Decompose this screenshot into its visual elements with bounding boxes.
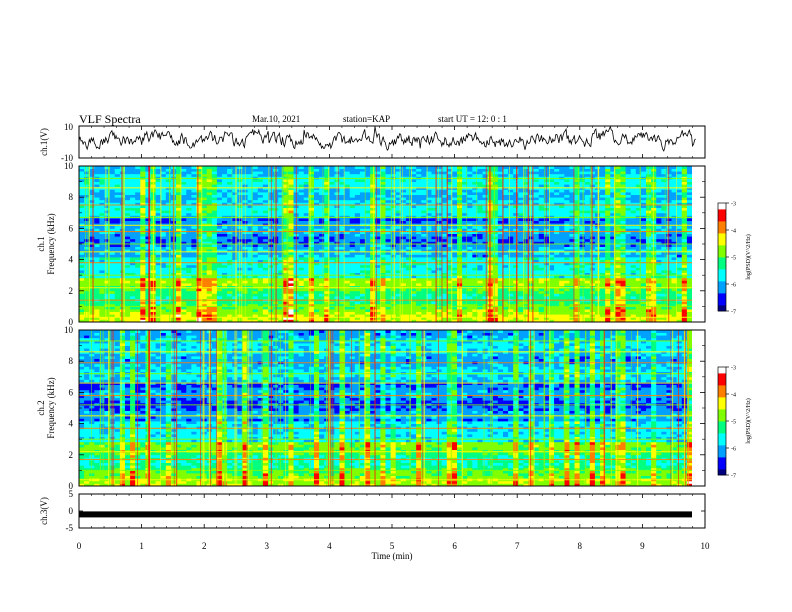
ch1-ytick-label: 10 — [64, 122, 74, 132]
x-tick-label: 9 — [640, 541, 645, 551]
ch2-spectrogram-ytick-label: 2 — [69, 450, 74, 460]
ch1-ytick-label: -10 — [61, 153, 73, 163]
ch2-spectrogram-ytick-label: 0 — [69, 481, 74, 491]
date-label: Mar.10, 2021 — [252, 114, 301, 124]
ch1-spectrogram-ytick-label: 2 — [69, 286, 74, 296]
ch3-trace — [79, 511, 692, 518]
ch2-spectrogram-ytick-label: 10 — [64, 325, 74, 335]
x-tick-label: 7 — [515, 541, 520, 551]
ch1-spectrogram-colorbar-tick-label: -3 — [731, 202, 736, 208]
ch2-spectrogram-ytick-label: 4 — [69, 419, 74, 429]
ch1-trace — [78, 125, 696, 152]
ch2-spectrogram-colorbar-tick-label: -3 — [731, 366, 736, 372]
x-axis-label: Time (min) — [372, 551, 413, 561]
ch2-spectrogram-ylabel: Frequency (kHz) — [46, 377, 56, 438]
ch1-spectrogram-ytick-label: 10 — [64, 161, 74, 171]
ch2-spectrogram-colorbar-tick-label: -4 — [731, 393, 736, 399]
ch1-spectrogram-colorbar-tick-label: -7 — [731, 310, 736, 316]
no-data-area — [692, 166, 705, 322]
x-tick-label: 2 — [202, 541, 207, 551]
ch1-spectrogram-colorbar-tick-label: -5 — [731, 256, 736, 262]
ch1-ylabel: ch.1(V) — [39, 128, 49, 156]
ch1-spectrogram-ylabel: Frequency (kHz) — [46, 213, 56, 274]
x-tick-label: 6 — [452, 541, 457, 551]
x-tick-label: 5 — [390, 541, 395, 551]
ch1-spectrogram-channel-label: ch.1 — [36, 236, 46, 251]
x-tick-label: 4 — [327, 541, 332, 551]
x-tick-label: 8 — [578, 541, 583, 551]
ch1-spectrogram-colorbar-tick-label: -6 — [731, 283, 736, 289]
ch1-spectrogram-ytick-label: 8 — [69, 192, 74, 202]
ch2-spectrogram-colorbar-tick-label: -5 — [731, 420, 736, 426]
ch2-spectrogram-channel-label: ch.2 — [36, 400, 46, 415]
start-ut-label: start UT = 12: 0 : 1 — [438, 114, 507, 124]
ch2-spectrogram-colorbar — [718, 367, 726, 476]
ch3-ytick-label: -5 — [66, 523, 74, 533]
ch2-spectrogram-colorbar-label: log(PSD)(V^2/Hz) — [745, 398, 752, 443]
ch2-spectrogram-ytick-label: 6 — [69, 387, 74, 397]
figure-title: VLF Spectra — [79, 112, 141, 126]
x-tick-label: 1 — [139, 541, 144, 551]
no-data-area — [692, 330, 705, 486]
ch3-ytick-label: 0 — [69, 506, 74, 516]
ch2-spectrogram-ytick-label: 8 — [69, 356, 74, 366]
ch3-ylabel: ch.3(V) — [39, 497, 49, 525]
ch3-ytick-label: 5 — [69, 489, 74, 499]
ch2-spectrogram-colorbar-tick-label: -6 — [731, 447, 736, 453]
x-tick-label: 0 — [77, 541, 82, 551]
ch1-spectrogram-ytick-label: 4 — [69, 255, 74, 265]
x-tick-label: 10 — [701, 541, 711, 551]
ch1-spectrogram-colorbar-tick-label: -4 — [731, 229, 736, 235]
ch3-frame — [78, 493, 706, 529]
ch1-spectrogram-ytick-label: 6 — [69, 223, 74, 233]
ch1-spectrogram-colorbar-label: log(PSD)(V^2/Hz) — [745, 234, 752, 279]
ch1-spectrogram-ytick-label: 0 — [69, 317, 74, 327]
ch2-spectrogram-colorbar-tick-label: -7 — [731, 474, 736, 480]
ch1-spectrogram-image — [79, 166, 693, 323]
x-tick-label: 3 — [265, 541, 270, 551]
ch1-spectrogram-colorbar — [718, 203, 726, 312]
ch2-spectrogram-image — [78, 330, 693, 487]
station-label: station=KAP — [343, 114, 391, 124]
